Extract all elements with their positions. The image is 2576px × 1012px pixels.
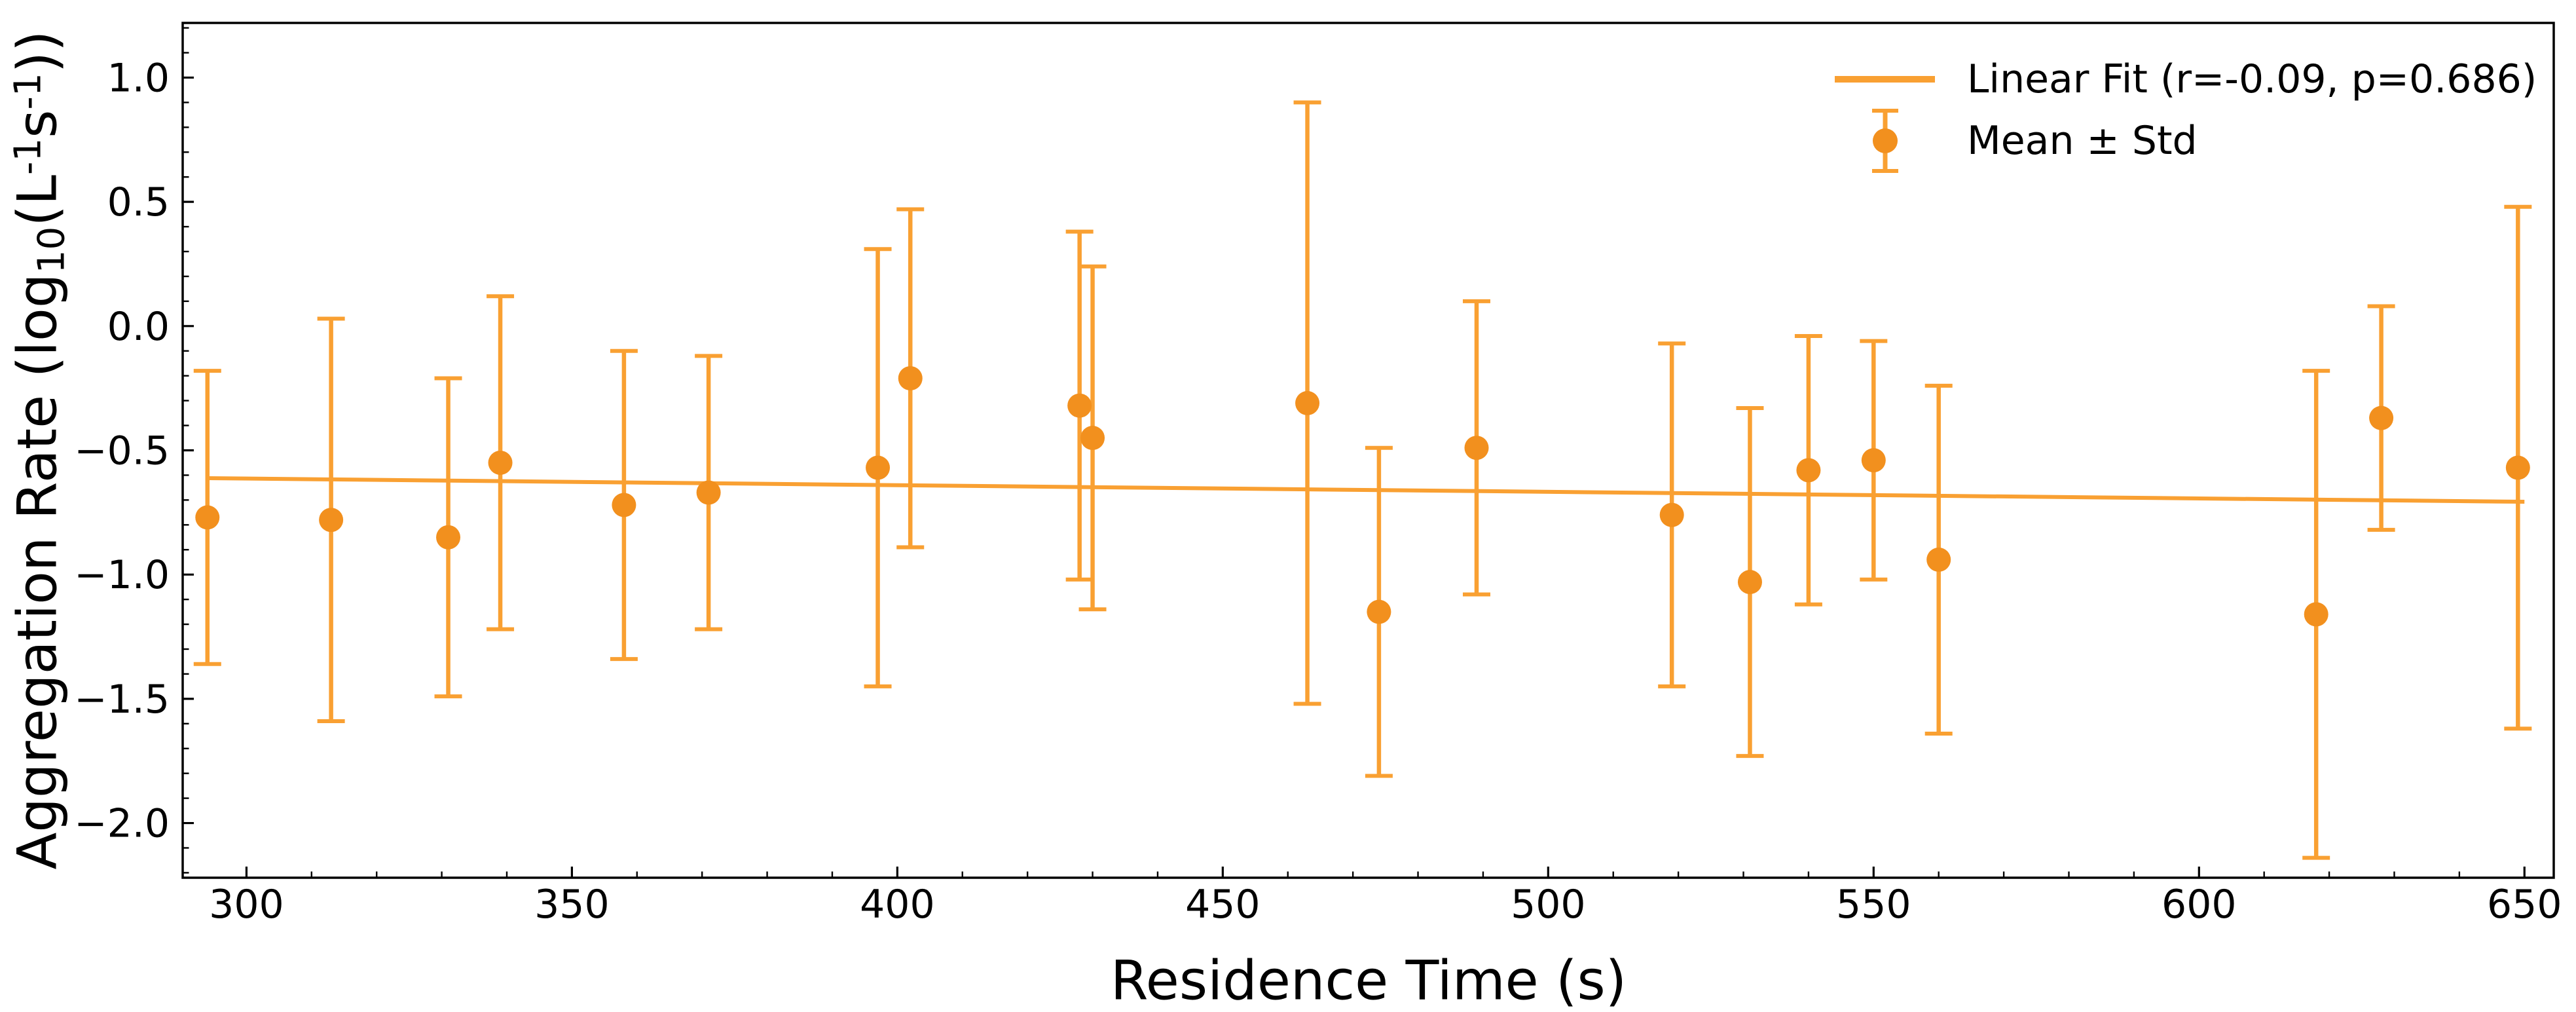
y-tick-label: 1.0 xyxy=(107,55,170,101)
y-axis-label-mid: (L xyxy=(5,175,69,227)
x-tick-label: 400 xyxy=(860,882,935,928)
y-axis-label-suffix: )) xyxy=(5,30,69,73)
x-axis-label: Residence Time (s) xyxy=(1110,948,1627,1012)
data-point-marker xyxy=(1796,458,1821,483)
data-point-marker xyxy=(612,493,636,517)
linear-fit-swatch-box xyxy=(1835,76,1935,83)
data-point-marker xyxy=(1737,570,1762,595)
x-tick-label: 450 xyxy=(1185,882,1260,928)
y-tick-label: 0.5 xyxy=(107,179,170,225)
legend-label-mean-std: Mean ± Std xyxy=(1967,118,2198,164)
y-axis-label: Aggregation Rate (log10(L-1s-1)) xyxy=(5,30,73,869)
data-point-marker xyxy=(1659,502,1684,527)
data-point-marker xyxy=(1067,393,1092,418)
mean-std-swatch-box xyxy=(1835,107,1935,175)
data-point-marker xyxy=(1464,436,1489,460)
x-tick-label: 600 xyxy=(2162,882,2237,928)
legend: Linear Fit (r=-0.09, p=0.686) Mean ± Std xyxy=(1835,48,2537,175)
y-tick-label: −1.0 xyxy=(74,552,170,598)
data-point-marker xyxy=(866,455,891,480)
y-axis-label-unit: s xyxy=(5,109,69,138)
data-point-marker xyxy=(1080,426,1105,451)
data-point-marker xyxy=(2505,455,2530,480)
y-axis-label-sub10: 10 xyxy=(30,226,73,274)
y-tick-label: −1.5 xyxy=(74,677,170,722)
x-tick-label: 650 xyxy=(2487,882,2562,928)
y-tick-label: −2.0 xyxy=(74,801,170,847)
data-point-marker xyxy=(2369,405,2394,430)
legend-item-linear-fit: Linear Fit (r=-0.09, p=0.686) xyxy=(1835,48,2537,110)
data-point-marker xyxy=(1367,599,1391,624)
x-tick-label: 300 xyxy=(209,882,284,928)
y-axis-label-prefix: Aggregation Rate (log xyxy=(5,273,69,870)
data-point-marker xyxy=(319,508,344,533)
data-point-marker xyxy=(436,525,461,550)
legend-item-mean-std: Mean ± Std xyxy=(1835,107,2537,175)
data-point-marker xyxy=(488,450,513,475)
data-point-marker xyxy=(1295,390,1320,415)
legend-label-linear-fit: Linear Fit (r=-0.09, p=0.686) xyxy=(1967,56,2537,102)
y-tick-label: −0.5 xyxy=(74,428,170,474)
data-point-marker xyxy=(1861,448,1886,473)
x-tick-label: 500 xyxy=(1511,882,1586,928)
errorbar-marker-icon xyxy=(1871,109,1898,173)
linear-fit-line-swatch xyxy=(1835,76,1935,83)
x-tick-label: 550 xyxy=(1836,882,1911,928)
y-axis-label-sup1: -1 xyxy=(7,138,50,176)
x-tick-label: 350 xyxy=(534,882,610,928)
data-point-marker xyxy=(195,505,220,530)
y-axis-label-sup2: -1 xyxy=(7,73,50,110)
data-point-marker xyxy=(696,480,721,505)
linear-fit-line xyxy=(207,476,2525,504)
y-tick-label: 0.0 xyxy=(107,304,170,350)
data-point-marker xyxy=(1926,547,1951,572)
data-point-marker xyxy=(2304,602,2328,627)
data-point-marker xyxy=(898,365,923,390)
legend-marker-circle xyxy=(1872,128,1898,153)
